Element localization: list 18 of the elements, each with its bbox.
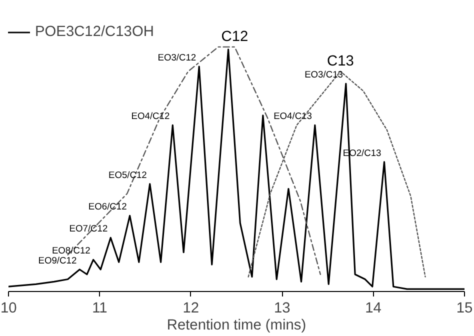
annotation: C12 — [221, 28, 248, 45]
x-axis-title: Retention time (mins) — [166, 318, 306, 334]
annotation: EO5/C12 — [108, 170, 147, 180]
x-tick-label: 10 — [0, 300, 17, 316]
x-tick-label: 15 — [456, 300, 473, 316]
x-tick-label: 14 — [365, 300, 382, 316]
annotation: EO7/C12 — [69, 224, 108, 234]
legend-label: POE3C12/C13OH — [35, 24, 154, 40]
annotation: EO8/C12 — [52, 246, 90, 256]
annotation: C13 — [327, 53, 354, 70]
annotation: EO3/C12 — [158, 52, 196, 63]
annotation: EO6/C12 — [88, 202, 127, 212]
annotation: EO4/C12 — [131, 111, 170, 122]
x-tick-label: 13 — [274, 300, 290, 316]
annotation: EO3/C13 — [304, 70, 343, 80]
x-tick-label: 11 — [92, 300, 108, 316]
x-tick-label: 12 — [182, 300, 200, 316]
annotation: EO9/C12 — [38, 255, 77, 266]
